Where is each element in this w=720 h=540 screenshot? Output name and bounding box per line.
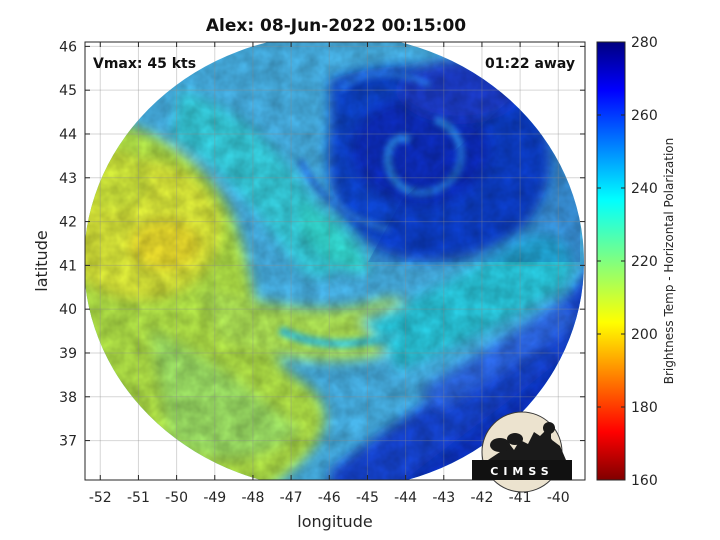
x-tick-label: -41 xyxy=(509,490,532,506)
grid-lines xyxy=(85,42,585,480)
colorbar-tick-label: 280 xyxy=(631,35,658,51)
x-tick-label: -51 xyxy=(127,490,150,506)
x-tick-label: -52 xyxy=(89,490,112,506)
x-tick-label: -46 xyxy=(318,490,341,506)
x-tick-label: -42 xyxy=(471,490,494,506)
colorbar-tick-label: 260 xyxy=(631,108,658,124)
y-tick-label: 37 xyxy=(59,434,77,450)
y-tick-label: 39 xyxy=(59,346,77,362)
x-tick-label: -45 xyxy=(356,490,379,506)
x-axis-label: longitude xyxy=(297,512,372,531)
y-tick-label: 38 xyxy=(59,390,77,406)
y-tick-label: 44 xyxy=(59,127,77,143)
axes-frame xyxy=(84,41,586,481)
x-tick-label: -50 xyxy=(165,490,188,506)
x-axis-ticks: -52 -51 -50 -49 -48 -47 -46 -45 -44 -43 -42 -41 -40 xyxy=(89,42,570,506)
x-tick-label: -40 xyxy=(547,490,570,506)
x-tick-label: -44 xyxy=(394,490,417,506)
logo-text: CIMSS xyxy=(490,465,553,478)
colorbar-tick-label: 180 xyxy=(631,400,658,416)
y-tick-label: 40 xyxy=(59,302,77,318)
y-axis-ticks: 37 38 39 40 41 42 43 44 45 46 xyxy=(59,39,585,450)
y-tick-label: 42 xyxy=(59,215,77,231)
satellite-swath-image xyxy=(85,42,584,480)
colorbar-tick-label: 240 xyxy=(631,181,658,197)
colorbar-tick-label: 160 xyxy=(631,473,658,489)
colorbar-tick-label: 200 xyxy=(631,327,658,343)
cimss-logo: CIMSS xyxy=(472,411,572,493)
x-tick-label: -48 xyxy=(242,490,265,506)
time-away-label: 01:22 away xyxy=(485,56,575,72)
x-tick-label: -49 xyxy=(203,490,226,506)
colorbar-gradient xyxy=(596,41,626,481)
vmax-label: Vmax: 45 kts xyxy=(93,56,196,72)
x-tick-label: -43 xyxy=(432,490,455,506)
y-tick-label: 41 xyxy=(59,258,77,274)
colorbar: 160 180 200 220 240 260 280 Brightness Temp - … xyxy=(596,35,676,489)
y-axis-label: latitude xyxy=(32,230,51,291)
y-tick-label: 46 xyxy=(59,39,77,55)
x-tick-label: -47 xyxy=(280,490,303,506)
y-tick-label: 45 xyxy=(59,83,77,99)
colorbar-tick-label: 220 xyxy=(631,254,658,270)
colorbar-ticks: 160 180 200 220 240 260 280 xyxy=(597,35,658,489)
y-tick-label: 43 xyxy=(59,171,77,187)
plot-title: Alex: 08-Jun-2022 00:15:00 xyxy=(206,16,466,36)
colorbar-label: Brightness Temp - Horizontal Polarizatio… xyxy=(662,138,676,385)
